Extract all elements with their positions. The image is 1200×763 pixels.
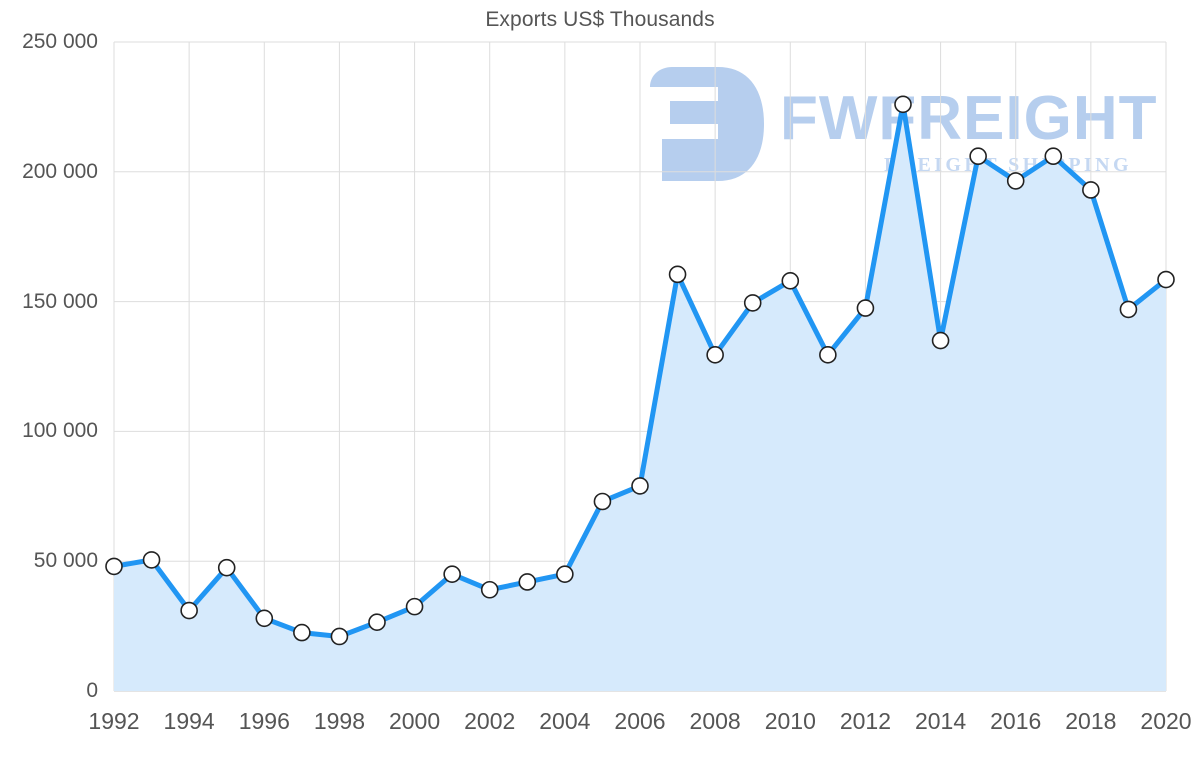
data-point-marker[interactable] [217, 558, 236, 577]
chart-title: Exports US$ Thousands [485, 8, 715, 31]
series-area [114, 104, 1166, 692]
data-point-marker[interactable] [706, 346, 724, 364]
data-point-marker[interactable] [969, 147, 987, 166]
data-point-marker[interactable] [1044, 147, 1063, 166]
x-axis-tick-label: 2006 [614, 708, 666, 734]
y-axis-tick-label: 0 [86, 679, 98, 702]
data-point-marker[interactable] [593, 492, 612, 511]
series-markers [105, 95, 1175, 646]
data-point-marker[interactable] [894, 95, 912, 114]
x-axis-tick-label: 2010 [764, 708, 816, 734]
y-axis-tick-label: 100 000 [22, 419, 98, 443]
x-axis-tick-label: 1994 [163, 708, 215, 734]
data-point-marker[interactable] [1082, 181, 1100, 199]
x-axis-tick-label: 2020 [1140, 708, 1192, 734]
data-point-marker[interactable] [443, 565, 461, 583]
x-axis-tick-label: 2000 [388, 708, 441, 734]
data-point-marker[interactable] [668, 265, 687, 284]
data-point-marker[interactable] [330, 627, 349, 646]
data-point-marker[interactable] [1157, 270, 1175, 289]
x-axis-tick-label: 2016 [990, 708, 1042, 734]
data-point-marker[interactable] [856, 299, 875, 317]
data-point-marker[interactable] [142, 551, 161, 569]
x-axis-tick-label: 1992 [88, 708, 140, 734]
x-axis-tick-label: 2002 [464, 708, 516, 734]
x-axis-tick-label: 1996 [238, 708, 290, 734]
data-point-marker[interactable] [255, 609, 274, 628]
x-axis-tick-label: 2018 [1065, 708, 1117, 734]
y-axis-tick-label: 250 000 [22, 30, 98, 53]
data-point-marker[interactable] [480, 580, 499, 599]
data-point-marker[interactable] [631, 477, 649, 495]
data-point-marker[interactable] [1119, 300, 1138, 319]
data-point-marker[interactable] [405, 597, 424, 616]
data-point-marker[interactable] [180, 601, 198, 620]
data-point-marker[interactable] [518, 573, 537, 591]
data-point-marker[interactable] [105, 557, 123, 576]
y-axis-tick-label: 150 000 [22, 289, 98, 313]
x-axis-tick-label: 2008 [689, 708, 741, 734]
y-axis-tick-label: 200 000 [22, 159, 98, 183]
data-point-marker[interactable] [743, 294, 762, 312]
y-axis-tick-label: 50 000 [33, 549, 98, 573]
data-point-marker[interactable] [556, 565, 574, 583]
x-axis-tick-label: 1998 [313, 708, 366, 734]
data-point-marker[interactable] [781, 272, 800, 290]
data-point-marker[interactable] [368, 613, 386, 632]
data-point-marker[interactable] [819, 346, 837, 364]
data-point-marker[interactable] [931, 331, 950, 350]
data-point-marker[interactable] [1006, 172, 1025, 190]
x-axis-tick-label: 2014 [914, 708, 967, 734]
data-point-marker[interactable] [293, 623, 311, 642]
x-axis-tick-label: 2012 [839, 708, 892, 734]
x-axis-tick-label: 2004 [539, 708, 591, 734]
